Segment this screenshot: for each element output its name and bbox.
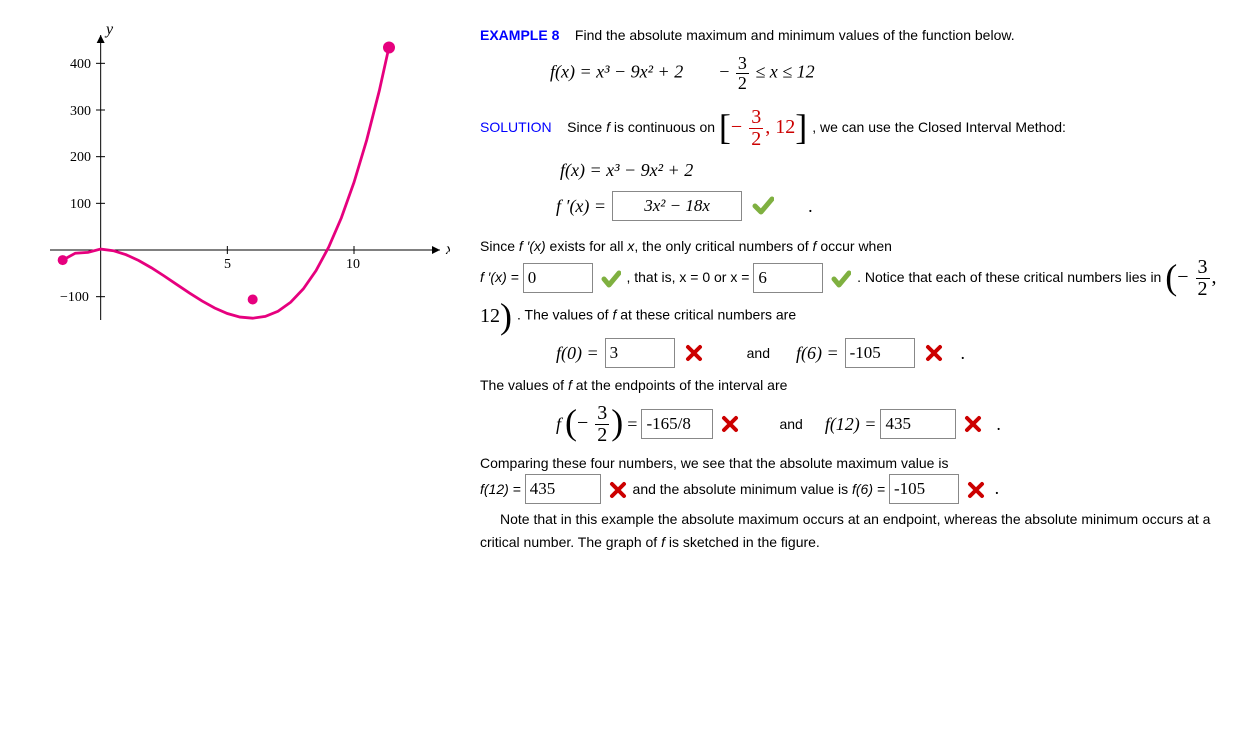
fx-definition: f(x) = x³ − 9x² + 2 − 3 2 ≤ x ≤ 12 <box>550 54 1232 93</box>
f0-input[interactable] <box>605 338 675 368</box>
fx-expression: f(x) = x³ − 9x² + 2 <box>550 62 683 82</box>
ytick--100: −100 <box>60 290 89 305</box>
x-axis-label: x <box>445 241 450 258</box>
check-icon <box>831 269 851 289</box>
domain-neg: − <box>719 62 729 82</box>
function-graph: −100 100 200 300 400 5 10 y x <box>10 20 450 340</box>
absmax-label: f(12) = <box>480 481 525 497</box>
solution-label: SOLUTION <box>480 119 552 135</box>
svg-text:5: 5 <box>224 257 231 272</box>
graph-panel: −100 100 200 300 400 5 10 y x <box>10 20 480 738</box>
curve <box>63 47 389 318</box>
solution-intro: SOLUTION Since f is continuous on [− 32,… <box>480 107 1232 150</box>
fx-restate: f(x) = x³ − 9x² + 2 <box>560 156 1232 185</box>
svg-text:400: 400 <box>70 57 91 72</box>
check-icon <box>752 195 774 217</box>
fprime-label: f ′(x) = <box>556 192 606 221</box>
cross-icon <box>964 415 982 433</box>
svg-text:200: 200 <box>70 150 91 165</box>
endpoint-values-line: f (− 32) = and f(12) = . <box>556 403 1232 446</box>
cross-icon <box>685 344 703 362</box>
endpoints-para: The values of f at the endpoints of the … <box>480 374 1232 396</box>
check-icon <box>601 269 621 289</box>
example-prompt: Find the absolute maximum and minimum va… <box>575 27 1015 43</box>
endpoint-left <box>58 255 68 265</box>
f0-label: f(0) = <box>556 339 599 368</box>
endpoint-right <box>383 41 395 53</box>
domain-rest: ≤ x ≤ 12 <box>755 62 814 82</box>
svg-text:10: 10 <box>346 257 360 272</box>
interval-content: − 32, 12 <box>731 116 795 138</box>
absmax-input[interactable] <box>525 474 601 504</box>
fneg-prefix: f <box>556 410 561 439</box>
cross-icon <box>967 481 985 499</box>
and-label-2: and <box>779 413 802 435</box>
example-heading-line: EXAMPLE 8 Find the absolute maximum and … <box>480 24 1232 46</box>
fprime-line: f ′(x) = . <box>556 191 1232 221</box>
note-para: Note that in this example the absolute m… <box>480 508 1232 553</box>
page-root: −100 100 200 300 400 5 10 y x <box>0 0 1242 748</box>
f12-label: f(12) = <box>825 410 877 439</box>
fprime-input[interactable] <box>612 191 742 221</box>
critical-values-line: f(0) = and f(6) = . <box>556 338 1232 368</box>
svg-text:300: 300 <box>70 104 91 119</box>
cross-icon <box>609 481 627 499</box>
content-panel: EXAMPLE 8 Find the absolute maximum and … <box>480 20 1232 738</box>
and-label-1: and <box>747 342 770 364</box>
fprime-zero-input[interactable] <box>523 263 593 293</box>
f6-label: f(6) = <box>796 339 839 368</box>
fneg-input[interactable] <box>641 409 713 439</box>
y-axis-label: y <box>104 21 114 38</box>
svg-text:100: 100 <box>70 197 91 212</box>
fprime-eq-label: f ′(x) = <box>480 270 523 286</box>
domain-frac: 3 2 <box>736 54 749 93</box>
critical-numbers-para: Since f ′(x) exists for all x, the only … <box>480 235 1232 332</box>
f12-input[interactable] <box>880 409 956 439</box>
absmin-label: f(6) = <box>852 481 889 497</box>
f6-input[interactable] <box>845 338 915 368</box>
cross-icon <box>721 415 739 433</box>
axes: −100 100 200 300 400 5 10 y x <box>50 21 450 320</box>
x-critical-input[interactable] <box>753 263 823 293</box>
compare-para: Comparing these four numbers, we see tha… <box>480 452 1232 504</box>
critical-point <box>248 294 258 304</box>
absmin-input[interactable] <box>889 474 959 504</box>
cross-icon <box>925 344 943 362</box>
example-label: EXAMPLE 8 <box>480 27 559 43</box>
